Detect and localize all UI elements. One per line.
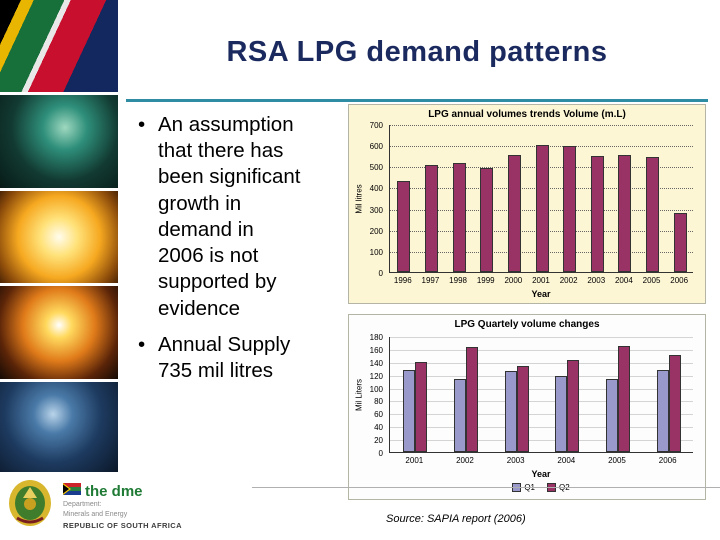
bar: [466, 346, 478, 452]
mining-machinery-image: [0, 95, 118, 188]
x-tick-label: 2002: [559, 276, 578, 285]
gridline: [390, 388, 693, 390]
bar: [397, 181, 411, 272]
dme-logo: the dme: [63, 482, 182, 500]
x-tick-label: 2006: [670, 276, 689, 285]
plot-area: [389, 125, 693, 273]
y-tick-label: 0: [378, 449, 383, 458]
bar: [618, 345, 630, 452]
bar: [555, 375, 568, 452]
x-tick-label: 1996: [393, 276, 412, 285]
bar: [516, 365, 529, 452]
bar: [452, 163, 466, 272]
dme-logo-block: the dme Department: Minerals and Energy …: [63, 482, 182, 530]
x-tick-label: 1997: [421, 276, 440, 285]
x-axis-title: Year: [531, 469, 551, 479]
country-name: REPUBLIC OF SOUTH AFRICA: [63, 520, 182, 530]
bar: [415, 361, 428, 452]
y-tick-label: 60: [374, 410, 383, 420]
photo-strip: [0, 0, 118, 475]
y-tick-label: 160: [369, 345, 383, 355]
coat-of-arms-logo: [6, 477, 54, 536]
bar: [567, 359, 580, 452]
y-tick-label: 100: [369, 384, 383, 394]
x-tick-label: 2005: [608, 456, 626, 465]
furnace-glow-image: [0, 286, 118, 379]
bar: [480, 168, 494, 272]
bar: [454, 379, 466, 452]
bar: [606, 378, 618, 452]
y-tick-label: 300: [369, 205, 383, 215]
bar: [403, 369, 416, 452]
bar: [563, 146, 577, 272]
miner-image: [0, 381, 118, 475]
gridline: [390, 337, 693, 338]
mini-flag-icon: [63, 482, 81, 500]
quarterly-volumes-chart: LPG Quartely volume changes Mil Liters 0 20…: [348, 314, 706, 500]
footer-logos: the dme Department: Minerals and Energy …: [0, 472, 252, 540]
x-tick-label: 1998: [449, 276, 467, 285]
source-note: Source: SAPIA report (2006): [386, 513, 526, 525]
dept-label: Department:: [63, 501, 102, 509]
x-tick-label: 2003: [587, 276, 606, 285]
bar: [590, 155, 604, 272]
y-tick-label: 80: [374, 397, 383, 407]
y-tick-label: 20: [374, 436, 383, 446]
bar: [535, 145, 549, 272]
south-africa-flag-image: [0, 0, 118, 93]
bar: [618, 154, 632, 272]
y-tick-label: 500: [369, 163, 383, 173]
bullet-item: An assumption that there has been signif…: [138, 112, 350, 322]
x-tick-label: 2001: [405, 456, 424, 465]
x-tick-label: 2005: [642, 276, 661, 285]
gridline: [390, 349, 693, 351]
gridline: [390, 125, 693, 126]
annual-volumes-chart: LPG annual volumes trends Volume (m.L) Mi…: [348, 104, 706, 304]
dept-name: Minerals and Energy: [63, 510, 128, 518]
gridline: [390, 427, 693, 429]
dme-wordmark: the dme: [85, 482, 143, 500]
gridline: [390, 401, 693, 403]
gridline: [390, 375, 693, 377]
page-title: RSA LPG demand patterns: [226, 36, 608, 68]
gridline: [390, 414, 693, 416]
x-tick-label: 2000: [504, 276, 523, 285]
y-tick-label: 0: [378, 269, 383, 278]
x-tick-label: 2004: [557, 456, 576, 465]
chart-title: LPG annual volumes trends Volume (m.L): [428, 109, 626, 120]
x-tick-label: 1999: [476, 276, 495, 285]
sunburst-image: [0, 190, 118, 284]
bar: [668, 355, 681, 452]
y-tick-label: 200: [369, 226, 383, 236]
title-divider: [126, 99, 708, 102]
y-tick-label: 100: [369, 247, 383, 257]
y-tick-label: 700: [369, 121, 383, 130]
chart-title: LPG Quartely volume changes: [454, 319, 600, 330]
bar: [507, 154, 521, 272]
bullet-item: Annual Supply 735 mil litres: [138, 332, 350, 384]
y-tick-label: 400: [369, 184, 383, 194]
bar: [504, 371, 517, 452]
bar: [673, 212, 687, 272]
y-tick-label: 120: [369, 371, 383, 381]
gridline: [390, 362, 693, 364]
bar: [646, 156, 660, 272]
y-tick-label: 140: [369, 358, 383, 368]
footer-divider-line: [0, 487, 720, 488]
bullet-list: An assumption that there has been signif…: [138, 112, 350, 394]
x-axis-title: Year: [531, 289, 551, 299]
bar: [424, 165, 438, 272]
x-tick-label: 2002: [456, 456, 474, 465]
plot-area: [389, 337, 693, 453]
x-tick-label: 2006: [658, 456, 677, 465]
y-tick-label: 40: [374, 423, 383, 433]
y-tick-label: 180: [369, 333, 383, 342]
x-tick-label: 2003: [506, 456, 525, 465]
bar: [656, 370, 669, 452]
x-tick-label: 2004: [614, 276, 633, 285]
x-tick-label: 2001: [532, 276, 550, 285]
gridline: [390, 440, 693, 442]
y-tick-label: 600: [369, 142, 383, 152]
